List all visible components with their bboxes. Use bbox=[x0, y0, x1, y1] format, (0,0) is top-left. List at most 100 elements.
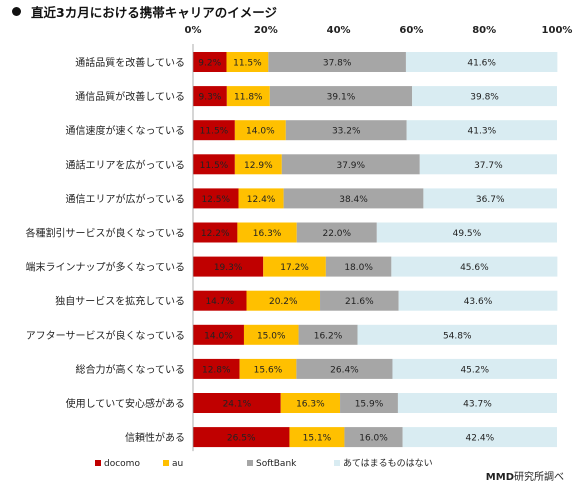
bar-segment bbox=[376, 222, 557, 243]
data-label: 11.5% bbox=[200, 127, 229, 137]
data-label: 11.5% bbox=[233, 59, 262, 69]
bar-segment bbox=[340, 393, 398, 413]
bar-segment bbox=[296, 358, 393, 379]
legend-label: docomo bbox=[104, 459, 140, 469]
bar-segment bbox=[234, 154, 282, 175]
data-label: 39.1% bbox=[327, 93, 356, 103]
bar-segment bbox=[193, 393, 281, 413]
data-label: 33.2% bbox=[332, 127, 361, 137]
legend-swatch bbox=[95, 460, 101, 466]
data-label: 19.3% bbox=[214, 263, 243, 273]
source-credit: MMD研究所調べ bbox=[486, 468, 564, 483]
data-label: 37.8% bbox=[323, 59, 352, 69]
category-label: 各種割引サービスが良くなっている bbox=[26, 227, 186, 240]
data-label: 9.2% bbox=[198, 59, 221, 69]
data-label: 14.7% bbox=[205, 297, 234, 307]
data-label: 45.6% bbox=[460, 263, 489, 273]
legend-swatch bbox=[247, 460, 253, 466]
bar-segment bbox=[397, 393, 557, 413]
bar-segment bbox=[392, 358, 557, 379]
data-label: 17.2% bbox=[280, 263, 309, 273]
x-tick-label: 20% bbox=[254, 25, 278, 36]
data-label: 12.4% bbox=[247, 195, 276, 205]
bar-segment bbox=[419, 154, 557, 175]
category-label: 端末ラインナップが多くなっている bbox=[26, 261, 186, 274]
bar-segment bbox=[226, 52, 269, 72]
data-label: 54.8% bbox=[443, 331, 472, 341]
bar-segment bbox=[406, 120, 557, 141]
data-label: 12.9% bbox=[244, 161, 273, 171]
bar-segment bbox=[289, 427, 345, 448]
bar-segment bbox=[193, 222, 238, 243]
bar-segment bbox=[239, 358, 297, 379]
data-label: 14.0% bbox=[246, 127, 275, 137]
legend-swatch bbox=[163, 460, 169, 466]
category-label: 通信エリアが広がっている bbox=[66, 192, 186, 205]
bar-segment bbox=[193, 154, 235, 175]
x-tick-label: 80% bbox=[472, 25, 496, 36]
data-label: 16.3% bbox=[296, 400, 325, 410]
bar-segment bbox=[423, 188, 557, 209]
data-label: 15.6% bbox=[254, 365, 283, 375]
data-label: 45.2% bbox=[460, 365, 489, 375]
data-label: 37.7% bbox=[474, 161, 503, 171]
bar-segment bbox=[193, 427, 290, 448]
category-label: 通信品質が改善している bbox=[75, 90, 185, 103]
data-label: 39.8% bbox=[470, 93, 499, 103]
bar-segment bbox=[285, 120, 407, 141]
data-label: 15.0% bbox=[257, 331, 286, 341]
bar-segment bbox=[234, 120, 286, 141]
data-label: 24.1% bbox=[223, 400, 252, 410]
bar-segment bbox=[280, 393, 341, 413]
legend-label: SoftBank bbox=[256, 459, 297, 469]
data-label: 11.5% bbox=[200, 161, 229, 171]
bar-segment bbox=[298, 324, 358, 345]
bar-segment bbox=[243, 324, 299, 345]
bar-segment bbox=[193, 358, 240, 379]
data-label: 26.4% bbox=[330, 365, 359, 375]
bar-segment bbox=[193, 290, 247, 311]
bar-segment bbox=[246, 290, 321, 311]
bar-segment bbox=[320, 290, 399, 311]
data-label: 20.2% bbox=[269, 297, 298, 307]
bar-segment bbox=[296, 222, 377, 243]
x-tick-label: 60% bbox=[399, 25, 423, 36]
chart-title-text: 直近3カ月における携帯キャリアのイメージ bbox=[31, 5, 277, 20]
bar-segment bbox=[238, 188, 284, 209]
data-label: 18.0% bbox=[344, 263, 373, 273]
data-label: 16.0% bbox=[359, 434, 388, 444]
data-label: 15.9% bbox=[355, 400, 384, 410]
data-label: 16.3% bbox=[253, 229, 282, 239]
data-label: 12.8% bbox=[202, 365, 231, 375]
bar-segment bbox=[193, 86, 227, 107]
data-label: 15.1% bbox=[303, 434, 332, 444]
chart-title: 直近3カ月における携帯キャリアのイメージ bbox=[12, 2, 277, 21]
bar-segment bbox=[193, 324, 244, 345]
data-label: 12.2% bbox=[201, 229, 230, 239]
category-label: 使用していて安心感がある bbox=[66, 397, 185, 410]
bar-segment bbox=[268, 52, 406, 72]
category-label: 通話エリアを広がっている bbox=[66, 158, 186, 171]
credit-suffix: 研究所調べ bbox=[514, 472, 564, 483]
data-label: 16.2% bbox=[314, 331, 343, 341]
bar-segment bbox=[193, 256, 264, 277]
data-label: 14.0% bbox=[204, 331, 233, 341]
category-label: アフターサービスが良くなっている bbox=[26, 329, 185, 342]
credit-brand: MMD bbox=[485, 472, 514, 483]
bar-segment bbox=[269, 86, 413, 107]
bar-segment bbox=[281, 154, 420, 175]
data-label: 9.3% bbox=[198, 93, 221, 103]
category-label: 通信速度が速くなっている bbox=[66, 124, 186, 137]
data-label: 43.6% bbox=[464, 297, 493, 307]
data-label: 26.5% bbox=[227, 434, 256, 444]
x-tick-label: 0% bbox=[185, 25, 202, 36]
legend-label: au bbox=[172, 459, 183, 469]
bar-segment bbox=[402, 427, 557, 448]
data-label: 37.9% bbox=[336, 161, 365, 171]
bar-segment bbox=[391, 256, 558, 277]
bar-segment bbox=[398, 290, 558, 311]
legend-swatch bbox=[334, 460, 340, 466]
bar-segment bbox=[405, 52, 558, 72]
bar-segment bbox=[412, 86, 557, 107]
